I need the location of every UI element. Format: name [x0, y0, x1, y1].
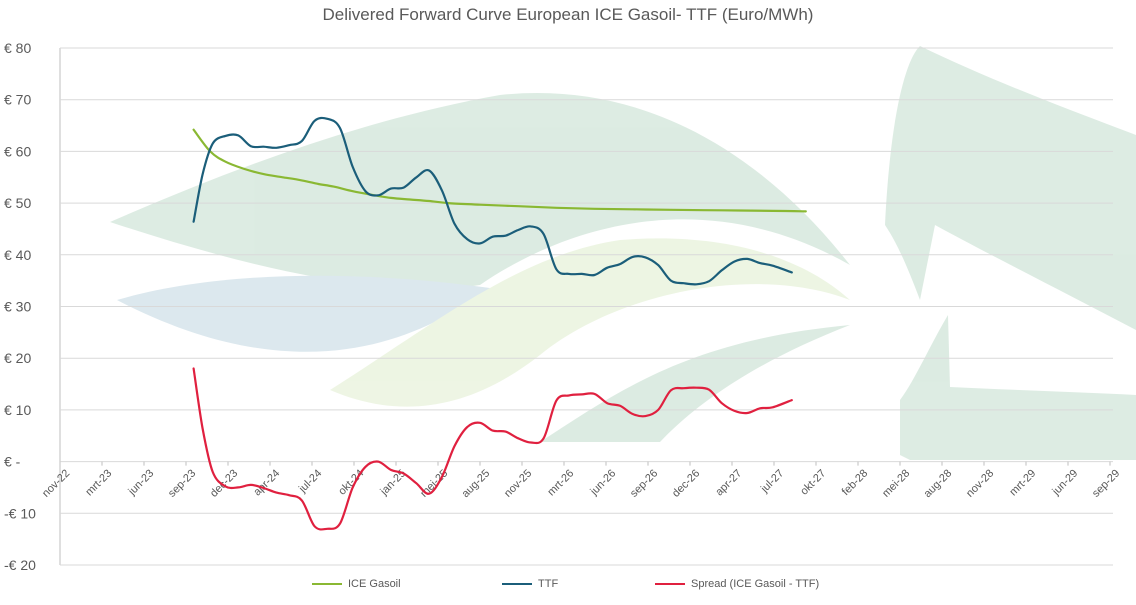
y-tick-label: € 50	[4, 195, 31, 211]
legend-label-ttf: TTF	[538, 578, 559, 590]
legend-label-gasoil: ICE Gasoil	[348, 578, 401, 590]
x-tick-label: jun-23	[126, 467, 157, 498]
legend-item-spread: Spread (ICE Gasoil - TTF)	[655, 578, 819, 590]
series-line-spread	[192, 367, 793, 531]
y-tick-label: € 80	[4, 40, 31, 56]
legend-item-ttf: TTF	[502, 578, 558, 590]
legend-swatch-ttf	[502, 583, 532, 585]
y-tick-label: € 30	[4, 299, 31, 315]
x-tick-label: mrt-29	[1007, 467, 1038, 498]
series-line-gasoil	[192, 128, 807, 213]
legend-swatch-spread	[655, 583, 685, 585]
y-tick-label: -€ 10	[4, 505, 36, 521]
x-tick-label: sep-23	[166, 467, 198, 499]
legend-label-spread: Spread (ICE Gasoil - TTF)	[691, 578, 820, 590]
x-tick-label: jun-26	[588, 467, 619, 498]
y-tick-label: -€ 20	[4, 557, 36, 573]
x-tick-label: dec-26	[670, 467, 702, 499]
x-tick-label: mei-25	[418, 467, 450, 499]
y-tick-label: € -	[4, 454, 21, 470]
series-line-ttf	[192, 116, 793, 286]
x-tick-label: nov-22	[40, 467, 72, 499]
x-tick-label: nov-28	[964, 467, 996, 499]
y-tick-label: € 20	[4, 350, 31, 366]
x-tick-label: mrt-26	[545, 467, 576, 498]
x-axis: nov-22 mrt-23 jun-23 sep-23 dec-23 apr-24 jul-…	[40, 461, 1122, 500]
x-tick-label: nov-25	[502, 467, 534, 499]
x-tick-label: mei-28	[880, 467, 912, 499]
x-tick-label: jul-24	[296, 467, 324, 495]
x-tick-label: sep-29	[1090, 467, 1122, 499]
y-tick-label: € 40	[4, 247, 31, 263]
x-tick-label: feb-28	[840, 467, 871, 498]
background-watermark	[110, 46, 1136, 460]
legend-item-gasoil: ICE Gasoil	[312, 578, 401, 590]
series-lines	[192, 116, 807, 531]
y-tick-label: € 10	[4, 402, 31, 418]
y-axis: -€ 20 -€ 10 € - € 10 € 20 € 30 € 40 € 50 € 60 € 7…	[4, 40, 36, 573]
x-tick-label: jan-25	[378, 467, 409, 498]
x-tick-label: aug-28	[922, 467, 955, 500]
x-tick-label: aug-25	[460, 467, 493, 500]
gridlines	[59, 47, 1113, 566]
legend-swatch-gasoil	[312, 583, 342, 585]
x-tick-label: okt-27	[798, 467, 828, 497]
x-tick-label: jul-27	[758, 467, 786, 495]
x-tick-label: jun-29	[1050, 467, 1081, 498]
legend: ICE Gasoil TTF Spread (ICE Gasoil - TTF)	[0, 578, 1136, 598]
x-tick-label: mrt-23	[83, 467, 114, 498]
y-tick-label: € 60	[4, 143, 31, 159]
x-tick-label: apr-27	[713, 467, 744, 498]
y-tick-label: € 70	[4, 92, 31, 108]
x-tick-label: sep-26	[628, 467, 660, 499]
chart-title: Delivered Forward Curve European ICE Gas…	[322, 5, 814, 24]
